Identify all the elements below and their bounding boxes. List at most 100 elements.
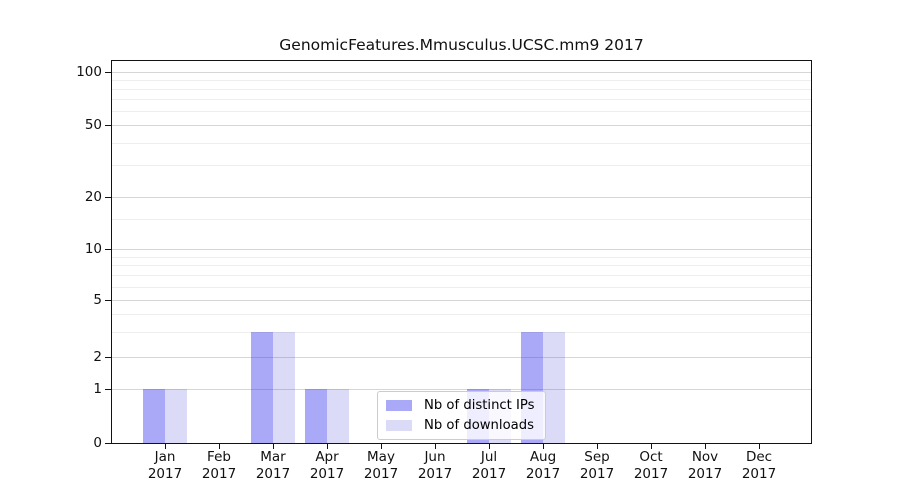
- x-tick-label: Mar 2017: [241, 449, 305, 483]
- x-tick-label: May 2017: [349, 449, 413, 483]
- legend-swatch-downloads-icon: [386, 420, 412, 431]
- x-tick-month: Feb: [207, 449, 231, 465]
- x-tick-month: Jul: [480, 449, 498, 465]
- legend-label-distinct-ips: Nb of distinct IPs: [424, 398, 535, 413]
- x-tick-month: Mar: [260, 449, 286, 465]
- x-tick-year: 2017: [417, 466, 453, 482]
- bar-nb-of-downloads-aug: [543, 331, 565, 443]
- x-tick-month: Nov: [691, 449, 719, 465]
- minor-gridline: [112, 111, 811, 113]
- minor-gridline: [112, 265, 811, 267]
- major-gridline: [112, 357, 811, 358]
- x-tick-mark: [705, 444, 707, 449]
- y-tick-label: 2: [93, 349, 102, 365]
- x-tick-label: Jan 2017: [133, 449, 197, 483]
- x-tick-mark: [219, 444, 221, 449]
- x-tick-year: 2017: [687, 466, 723, 482]
- major-gridline: [112, 72, 811, 73]
- x-tick-month: Aug: [529, 449, 557, 465]
- x-tick-month: Jun: [424, 449, 446, 465]
- x-tick-label: Oct 2017: [619, 449, 683, 483]
- minor-gridline: [112, 142, 811, 144]
- x-tick-month: Jan: [154, 449, 176, 465]
- x-tick-month: Apr: [315, 449, 339, 465]
- chart-title: GenomicFeatures.Mmusculus.UCSC.mm9 2017: [279, 36, 644, 54]
- x-tick-month: Dec: [745, 449, 773, 465]
- y-tick-label: 50: [84, 117, 102, 133]
- x-tick-label: Aug 2017: [511, 449, 575, 483]
- x-tick-mark: [327, 444, 329, 449]
- major-gridline: [112, 249, 811, 250]
- x-tick-year: 2017: [471, 466, 507, 482]
- x-tick-mark: [543, 444, 545, 449]
- bar-nb-of-downloads-apr: [327, 389, 349, 443]
- x-tick-year: 2017: [363, 466, 399, 482]
- minor-gridline: [112, 286, 811, 288]
- minor-gridline: [112, 313, 811, 315]
- y-tick-label: 1: [93, 381, 102, 397]
- y-tick-mark: [105, 357, 112, 359]
- x-tick-label: Jun 2017: [403, 449, 467, 483]
- x-tick-label: Nov 2017: [673, 449, 737, 483]
- x-tick-year: 2017: [741, 466, 777, 482]
- bar-nb-of-downloads-jan: [165, 389, 187, 443]
- minor-gridline: [112, 331, 811, 333]
- minor-gridline: [112, 89, 811, 91]
- x-tick-year: 2017: [525, 466, 561, 482]
- x-tick-label: Dec 2017: [727, 449, 791, 483]
- plot-area: Nb of distinct IPs Nb of downloads: [111, 60, 812, 444]
- x-tick-mark: [651, 444, 653, 449]
- minor-gridline: [112, 99, 811, 101]
- minor-gridline: [112, 256, 811, 258]
- x-tick-month: Sep: [584, 449, 610, 465]
- y-tick-mark: [105, 197, 112, 199]
- x-tick-mark: [381, 444, 383, 449]
- minor-gridline: [112, 218, 811, 220]
- x-tick-year: 2017: [255, 466, 291, 482]
- major-gridline: [112, 197, 811, 198]
- minor-gridline: [112, 165, 811, 167]
- minor-gridline: [112, 80, 811, 82]
- x-tick-mark: [489, 444, 491, 449]
- legend-entry-downloads: Nb of downloads: [386, 417, 535, 434]
- y-tick-label: 0: [93, 435, 102, 451]
- y-tick-mark: [105, 443, 112, 445]
- y-tick-label: 100: [76, 64, 102, 80]
- legend-swatch-distinct-ips-icon: [386, 400, 412, 411]
- x-tick-label: Jul 2017: [457, 449, 521, 483]
- x-tick-mark: [435, 444, 437, 449]
- x-tick-label: Sep 2017: [565, 449, 629, 483]
- x-tick-year: 2017: [579, 466, 615, 482]
- minor-gridline: [112, 275, 811, 277]
- y-tick-mark: [105, 72, 112, 74]
- x-tick-year: 2017: [633, 466, 669, 482]
- y-tick-label: 10: [84, 241, 102, 257]
- bar-nb-of-distinct-ips-jan: [143, 389, 165, 443]
- x-tick-mark: [759, 444, 761, 449]
- y-tick-mark: [105, 389, 112, 391]
- major-gridline: [112, 389, 811, 390]
- legend-entry-distinct-ips: Nb of distinct IPs: [386, 397, 535, 414]
- x-tick-year: 2017: [309, 466, 345, 482]
- x-tick-month: May: [367, 449, 395, 465]
- major-gridline: [112, 125, 811, 126]
- bar-nb-of-distinct-ips-apr: [305, 389, 327, 443]
- major-gridline: [112, 300, 811, 301]
- y-tick-mark: [105, 300, 112, 302]
- y-tick-mark: [105, 249, 112, 251]
- x-tick-label: Feb 2017: [187, 449, 251, 483]
- x-tick-month: Oct: [639, 449, 663, 465]
- bar-nb-of-distinct-ips-mar: [251, 331, 273, 443]
- legend: Nb of distinct IPs Nb of downloads: [377, 391, 546, 440]
- x-tick-year: 2017: [147, 466, 183, 482]
- x-tick-label: Apr 2017: [295, 449, 359, 483]
- y-tick-label: 5: [93, 292, 102, 308]
- y-tick-mark: [105, 125, 112, 127]
- x-tick-mark: [273, 444, 275, 449]
- x-tick-year: 2017: [201, 466, 237, 482]
- x-tick-mark: [597, 444, 599, 449]
- x-tick-mark: [165, 444, 167, 449]
- y-tick-label: 20: [84, 189, 102, 205]
- legend-label-downloads: Nb of downloads: [424, 418, 534, 433]
